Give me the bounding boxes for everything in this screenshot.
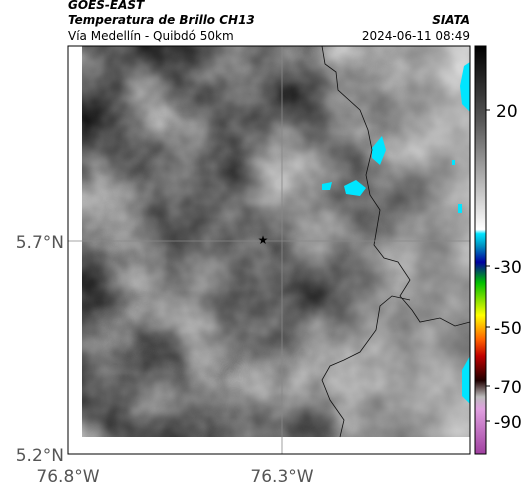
lat-label: 5.2°N [16, 446, 64, 466]
colorbar-label: -70 [494, 378, 522, 398]
lat-label: 5.7°N [16, 233, 64, 253]
timestamp: 2024-06-11 08:49 [362, 29, 470, 43]
map-frame [67, 45, 471, 455]
colorbar-label: -90 [494, 413, 522, 433]
lon-label: 76.3°W [250, 467, 313, 487]
colorbar-label: -50 [494, 319, 522, 339]
lon-label: 76.8°W [36, 467, 99, 487]
satellite-image [82, 46, 470, 437]
product: Temperatura de Brillo CH13 [68, 13, 255, 27]
route: Vía Medellín - Quibdó 50km [68, 29, 234, 43]
colorbar-label: 20 [496, 102, 518, 122]
source: GOES-EAST [68, 0, 145, 12]
boundary [321, 45, 471, 438]
colorbar-label: -30 [494, 258, 522, 278]
colorbar-ticks [486, 109, 490, 422]
colorbar [474, 45, 487, 455]
city-marker: ★ [258, 233, 269, 247]
agency: SIATA [432, 13, 470, 27]
